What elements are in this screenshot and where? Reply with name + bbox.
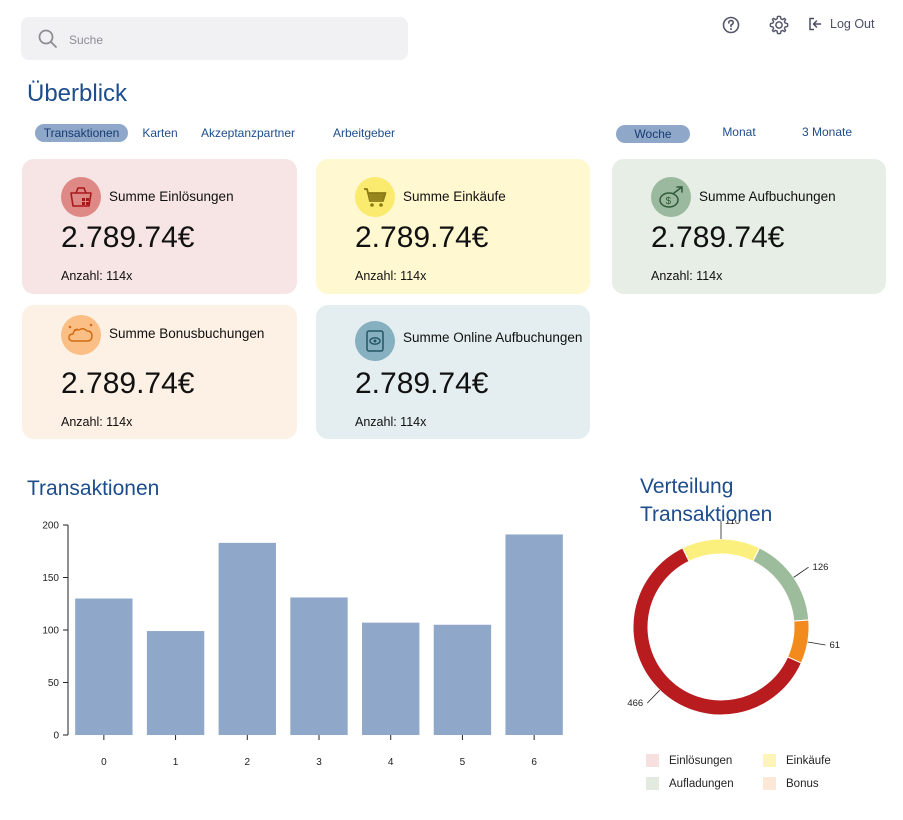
svg-text:$: $: [666, 196, 672, 207]
slice-value-label: 126: [813, 562, 829, 573]
x-tick-label: 6: [531, 757, 537, 768]
legend-swatch: [646, 754, 659, 767]
legend-swatch: [646, 777, 659, 790]
card-label: Summe Einkäufe: [403, 189, 506, 204]
card-count: Anzahl: 114x: [651, 269, 723, 283]
distribution-title: Verteilung Transaktionen: [640, 473, 772, 529]
x-tick-label: 2: [245, 757, 251, 768]
card-amount: 2.789.74€: [355, 367, 489, 400]
legend-item-einkaeufe: Einkäufe: [763, 754, 831, 767]
card-count: Anzahl: 114x: [355, 415, 427, 429]
donut-slice: [786, 619, 810, 664]
period-woche[interactable]: Woche: [616, 125, 690, 143]
bar: [362, 622, 420, 735]
card-count: Anzahl: 114x: [61, 415, 133, 429]
card-amount: 2.789.74€: [61, 367, 195, 400]
card-einloesungen[interactable]: Summe Einlösungen 2.789.74€ Anzahl: 114x: [22, 159, 297, 294]
distribution-title-line1: Verteilung: [640, 475, 734, 498]
y-tick-label: 0: [53, 731, 59, 742]
y-tick-label: 150: [42, 573, 59, 584]
x-tick-label: 1: [173, 757, 179, 768]
period-3-monate[interactable]: 3 Monate: [801, 125, 853, 139]
legend-swatch: [763, 754, 776, 767]
card-count: Anzahl: 114x: [61, 269, 133, 283]
card-count: Anzahl: 114x: [355, 269, 427, 283]
x-tick-label: 4: [388, 757, 394, 768]
slice-label-line: [793, 566, 809, 578]
bar: [218, 542, 276, 735]
online-wallet-icon: [355, 321, 395, 361]
legend-swatch: [763, 777, 776, 790]
shopping-cart-icon: [355, 177, 395, 217]
tab-arbeitgeber[interactable]: Arbeitgeber: [332, 126, 396, 140]
y-tick-label: 200: [42, 521, 59, 532]
x-tick-label: 3: [316, 757, 322, 768]
bar: [290, 597, 348, 735]
card-label: Summe Aufbuchungen: [699, 189, 836, 204]
legend-label: Aufladungen: [669, 777, 734, 790]
dollar-arrow-icon: $: [651, 177, 691, 217]
distribution-donut-chart: 110 126 61 466: [627, 520, 840, 716]
bar: [433, 624, 492, 735]
card-amount: 2.789.74€: [651, 221, 785, 254]
search-icon: [38, 29, 57, 48]
donut-slice: [681, 538, 761, 563]
donut-slice: [632, 547, 802, 716]
legend-item-bonus: Bonus: [763, 777, 819, 790]
slice-value-label: 466: [627, 698, 643, 709]
tab-karten[interactable]: Karten: [142, 126, 178, 140]
bar: [146, 631, 205, 735]
page-title: Überblick: [27, 80, 128, 107]
search-bar[interactable]: [21, 17, 408, 60]
transactions-bar-chart: 0 50 100 150 200 0 1 2 3 4 5 6: [42, 521, 563, 768]
card-bonusbuchungen[interactable]: Summe Bonusbuchungen 2.789.74€ Anzahl: 1…: [22, 305, 297, 439]
legend-item-aufladungen: Aufladungen: [646, 777, 734, 790]
slice-value-label: 110: [725, 520, 740, 527]
bar: [505, 534, 563, 735]
legend-item-einloesungen: Einlösungen: [646, 754, 732, 767]
distribution-title-line2: Transaktionen: [640, 503, 773, 526]
slice-value-label: 61: [829, 640, 840, 651]
shopping-basket-icon: [61, 177, 101, 217]
x-tick-label: 0: [101, 757, 107, 768]
card-einkaeufe[interactable]: Summe Einkäufe 2.789.74€ Anzahl: 114x: [316, 159, 590, 294]
bar: [75, 598, 133, 735]
card-aufbuchungen[interactable]: $ Summe Aufbuchungen 2.789.74€ Anzahl: 1…: [612, 159, 886, 294]
card-amount: 2.789.74€: [355, 221, 489, 254]
card-online-aufbuchungen[interactable]: Summe Online Aufbuchungen 2.789.74€ Anza…: [316, 305, 590, 439]
gear-icon[interactable]: [768, 14, 790, 36]
slice-label-line: [646, 689, 661, 704]
legend-label: Einlösungen: [669, 754, 733, 767]
y-tick-label: 100: [42, 626, 59, 637]
card-label: Summe Online Aufbuchungen: [403, 330, 583, 345]
card-label: Summe Einlösungen: [109, 189, 234, 204]
logout-label: Log Out: [830, 17, 875, 31]
slice-label-line: [807, 641, 826, 646]
tab-transaktionen[interactable]: Transaktionen: [35, 124, 128, 142]
transactions-title: Transaktionen: [27, 477, 160, 500]
logout-icon: [809, 17, 822, 31]
bonus-cloud-icon: [61, 315, 101, 355]
y-tick-label: 50: [48, 678, 60, 689]
logout-button[interactable]: Log Out: [808, 14, 874, 34]
tab-akzeptanzpartner[interactable]: Akzeptanzpartner: [200, 126, 296, 140]
legend-label: Bonus: [786, 777, 819, 790]
period-monat[interactable]: Monat: [722, 125, 756, 139]
x-tick-label: 5: [460, 757, 466, 768]
card-label: Summe Bonusbuchungen: [109, 326, 265, 341]
help-circle-icon[interactable]: [721, 15, 741, 35]
legend-label: Einkäufe: [786, 754, 831, 767]
donut-slice: [752, 547, 810, 622]
card-amount: 2.789.74€: [61, 221, 195, 254]
search-input[interactable]: [67, 28, 391, 52]
